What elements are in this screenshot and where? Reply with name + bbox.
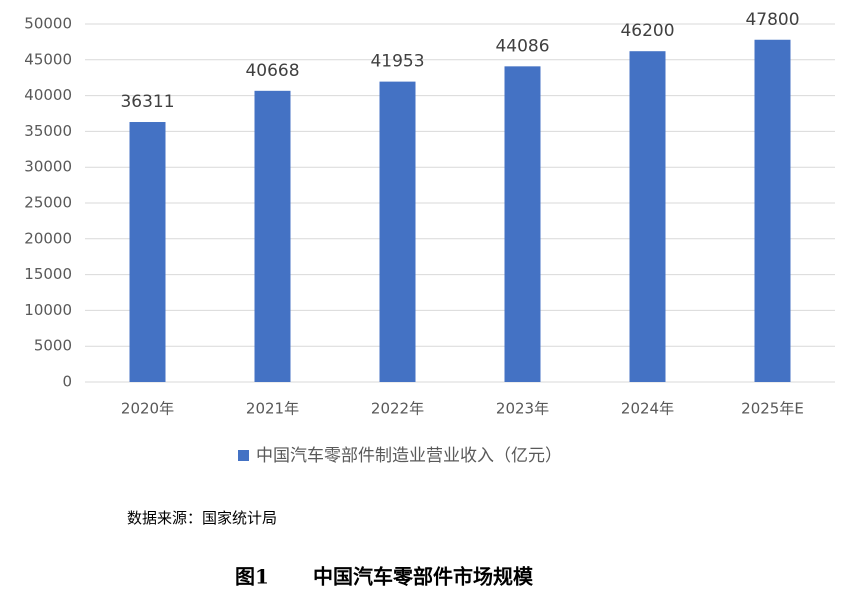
legend-swatch [238, 450, 249, 461]
data-label: 47800 [745, 10, 799, 30]
bar [504, 66, 541, 382]
y-tick-label: 30000 [24, 158, 72, 176]
legend-label: 中国汽车零部件制造业营业收入（亿元） [256, 446, 562, 466]
data-label: 44086 [495, 36, 549, 56]
y-tick-label: 5000 [34, 337, 72, 355]
y-tick-label: 25000 [24, 194, 72, 212]
x-tick-label: 2022年 [371, 400, 424, 418]
y-tick-label: 50000 [24, 15, 72, 33]
data-label: 36311 [120, 92, 174, 112]
bar [754, 39, 791, 382]
x-tick-label: 2020年 [121, 400, 174, 418]
figure-number: 图1 [235, 565, 269, 589]
y-tick-label: 40000 [24, 86, 72, 104]
data-label: 41953 [370, 52, 424, 72]
bar [379, 81, 416, 382]
x-tick-label: 2021年 [246, 400, 299, 418]
source-note: 数据来源：国家统计局 [127, 509, 277, 527]
x-tick-label: 2024年 [621, 400, 674, 418]
x-tick-label: 2025年E [741, 400, 804, 418]
y-tick-label: 0 [62, 373, 72, 391]
x-tick-label: 2023年 [496, 400, 549, 418]
y-tick-label: 15000 [24, 265, 72, 283]
data-label: 46200 [620, 21, 674, 41]
bar [129, 122, 166, 382]
y-tick-label: 35000 [24, 122, 72, 140]
y-tick-label: 20000 [24, 229, 72, 247]
data-label: 40668 [245, 61, 299, 81]
y-tick-label: 10000 [24, 301, 72, 319]
y-tick-label: 45000 [24, 50, 72, 68]
bar [254, 90, 291, 382]
bar [629, 51, 666, 382]
figure-caption: 中国汽车零部件市场规模 [313, 565, 534, 589]
